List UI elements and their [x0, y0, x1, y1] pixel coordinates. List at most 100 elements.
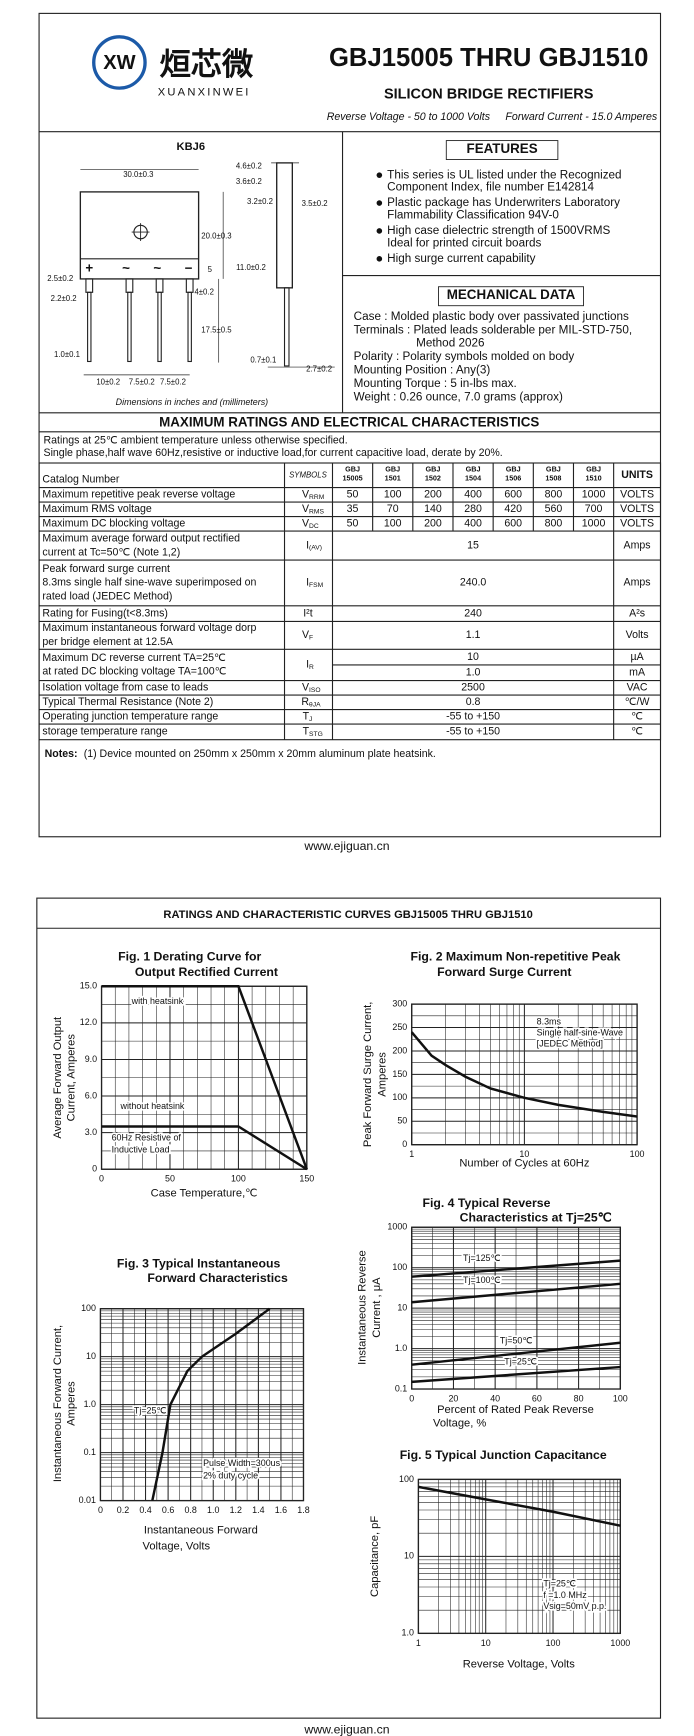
plot-frame [411, 1003, 638, 1146]
dimension: 3.5±0.2 [302, 199, 328, 208]
annotation: without heatsink [120, 1101, 185, 1111]
footer: www.ejiguan.cn [303, 1723, 389, 1736]
annotation: Tj=25℃ [543, 1579, 576, 1589]
figure-title: Fig. 5 Typical Junction Capacitance [400, 1448, 607, 1462]
column-header: 1501 [385, 474, 401, 483]
x-tick-label: 1.8 [297, 1505, 309, 1515]
y-axis-label: Average Forward Output [52, 1016, 64, 1139]
polarity-sign: ~ [153, 260, 161, 275]
value: 400 [464, 489, 482, 501]
value: 100 [384, 489, 402, 501]
figure-title: Fig. 4 Typical Reverse [422, 1196, 550, 1210]
section-title: MAXIMUM RATINGS AND ELECTRICAL CHARACTER… [159, 414, 539, 429]
y-tick-label: 15.0 [80, 981, 97, 991]
dimension: 1.0±0.1 [54, 350, 80, 359]
lead [157, 291, 162, 363]
y-tick-label: 1000 [387, 1222, 407, 1232]
value: 400 [464, 518, 482, 530]
y-tick-label: 0 [402, 1139, 407, 1149]
x-tick-label: 50 [165, 1174, 175, 1184]
symbol: FSM [309, 582, 324, 589]
x-tick-label: 100 [630, 1149, 645, 1159]
lead [127, 291, 132, 363]
unit: ℃ [631, 726, 643, 738]
value: 800 [545, 518, 563, 530]
y-tick-label: 0.01 [79, 1495, 96, 1505]
column-header: GBJ [466, 465, 481, 474]
x-axis-label: Voltage, % [433, 1418, 486, 1430]
lead [125, 278, 134, 293]
x-tick-label: 0 [99, 1174, 104, 1184]
value: 800 [545, 489, 563, 501]
y-tick-label: 1.0 [84, 1399, 96, 1409]
x-tick-label: 1.6 [275, 1505, 287, 1515]
dimension: 30.0±0.3 [123, 170, 153, 179]
feature: This series is UL listed under the Recog… [387, 168, 621, 181]
footnote: (1) Device mounted on 250mm x 250mm x 20… [84, 748, 436, 760]
bullet [376, 200, 383, 206]
bullet [376, 172, 383, 178]
column-header: GBJ [546, 465, 561, 474]
symbol: V [302, 629, 310, 641]
annotation: Tj=25℃ [504, 1357, 537, 1367]
mechanical-line: Case : Molded plastic body over passivat… [354, 310, 629, 323]
y-tick-label: 50 [397, 1116, 407, 1126]
plot-frame [417, 1478, 622, 1635]
x-tick-label: 1.4 [252, 1505, 264, 1515]
parameter: Operating junction temperature range [42, 711, 218, 723]
dimension: 10±0.2 [96, 378, 120, 387]
annotation: 8.3ms [537, 1016, 562, 1026]
logo-mark: XW [103, 52, 135, 74]
value: 50 [347, 518, 359, 530]
annotation: Inductive Load [112, 1145, 170, 1155]
x-tick-label: 100 [546, 1638, 561, 1648]
y-axis-label: Current , μA [371, 1277, 383, 1338]
figure-title: Forward Characteristics [147, 1271, 288, 1285]
parameter: Maximum RMS voltage [42, 503, 151, 515]
plot-frame [411, 1226, 622, 1390]
curve [101, 1125, 308, 1171]
annotation: 60Hz Resistive of [112, 1132, 182, 1142]
column-header: Catalog Number [42, 474, 119, 486]
annotation: Tj=50℃ [500, 1335, 533, 1345]
y-tick-label: 10 [86, 1351, 96, 1361]
dimension: 20.0±0.3 [201, 232, 231, 241]
y-tick-label: 100 [392, 1262, 407, 1272]
y-axis-label: Instantaneous Forward Current, [52, 1325, 64, 1482]
parameter: current at Tc=50℃ (Note 1,2) [42, 546, 180, 558]
x-axis-label: Number of Cycles at 60Hz [459, 1158, 589, 1170]
column-header: GBJ [385, 465, 400, 474]
symbol: T [303, 711, 310, 723]
footnote-label: Notes: [45, 748, 78, 760]
figure-title: Characteristics at Tj=25℃ [460, 1211, 612, 1225]
title: GBJ15005 THRU GBJ1510 [329, 44, 648, 72]
annotation: Single half-sine-Wave [537, 1027, 623, 1037]
logo-en: XUANXINWEI [158, 87, 251, 99]
annotation: Tj=25℃ [134, 1406, 167, 1416]
y-axis-label: Peak Forward Surge Current, [362, 1002, 374, 1148]
value: 70 [387, 503, 399, 515]
y-axis-label: Amperes [65, 1381, 77, 1426]
x-tick-label: 0.6 [162, 1505, 174, 1515]
column-header: GBJ [425, 465, 440, 474]
parameter: Maximum repetitive peak reverse voltage [42, 489, 235, 501]
y-tick-label: 9.0 [85, 1054, 97, 1064]
symbol: R [309, 664, 314, 671]
symbol: ISO [309, 687, 321, 694]
annotation: f =1.0 MHz [543, 1590, 587, 1600]
value: 10 [467, 651, 479, 663]
symbol: (AV) [309, 545, 322, 552]
polarity-sign: ~ [122, 260, 130, 275]
symbol: V [302, 518, 310, 530]
value: 600 [504, 489, 522, 501]
parameter: Isolation voltage from case to leads [42, 682, 208, 694]
curve [411, 1282, 621, 1304]
x-tick-label: 60 [532, 1393, 542, 1403]
polarity-sign: + [85, 260, 93, 275]
value: 280 [464, 503, 482, 515]
mechanical-line: Terminals : Plated leads solderable per … [354, 323, 632, 336]
dimension: 2.2±0.2 [51, 294, 77, 303]
annotation: 2% duty cycle [203, 1470, 258, 1480]
value: 240.0 [460, 577, 487, 589]
